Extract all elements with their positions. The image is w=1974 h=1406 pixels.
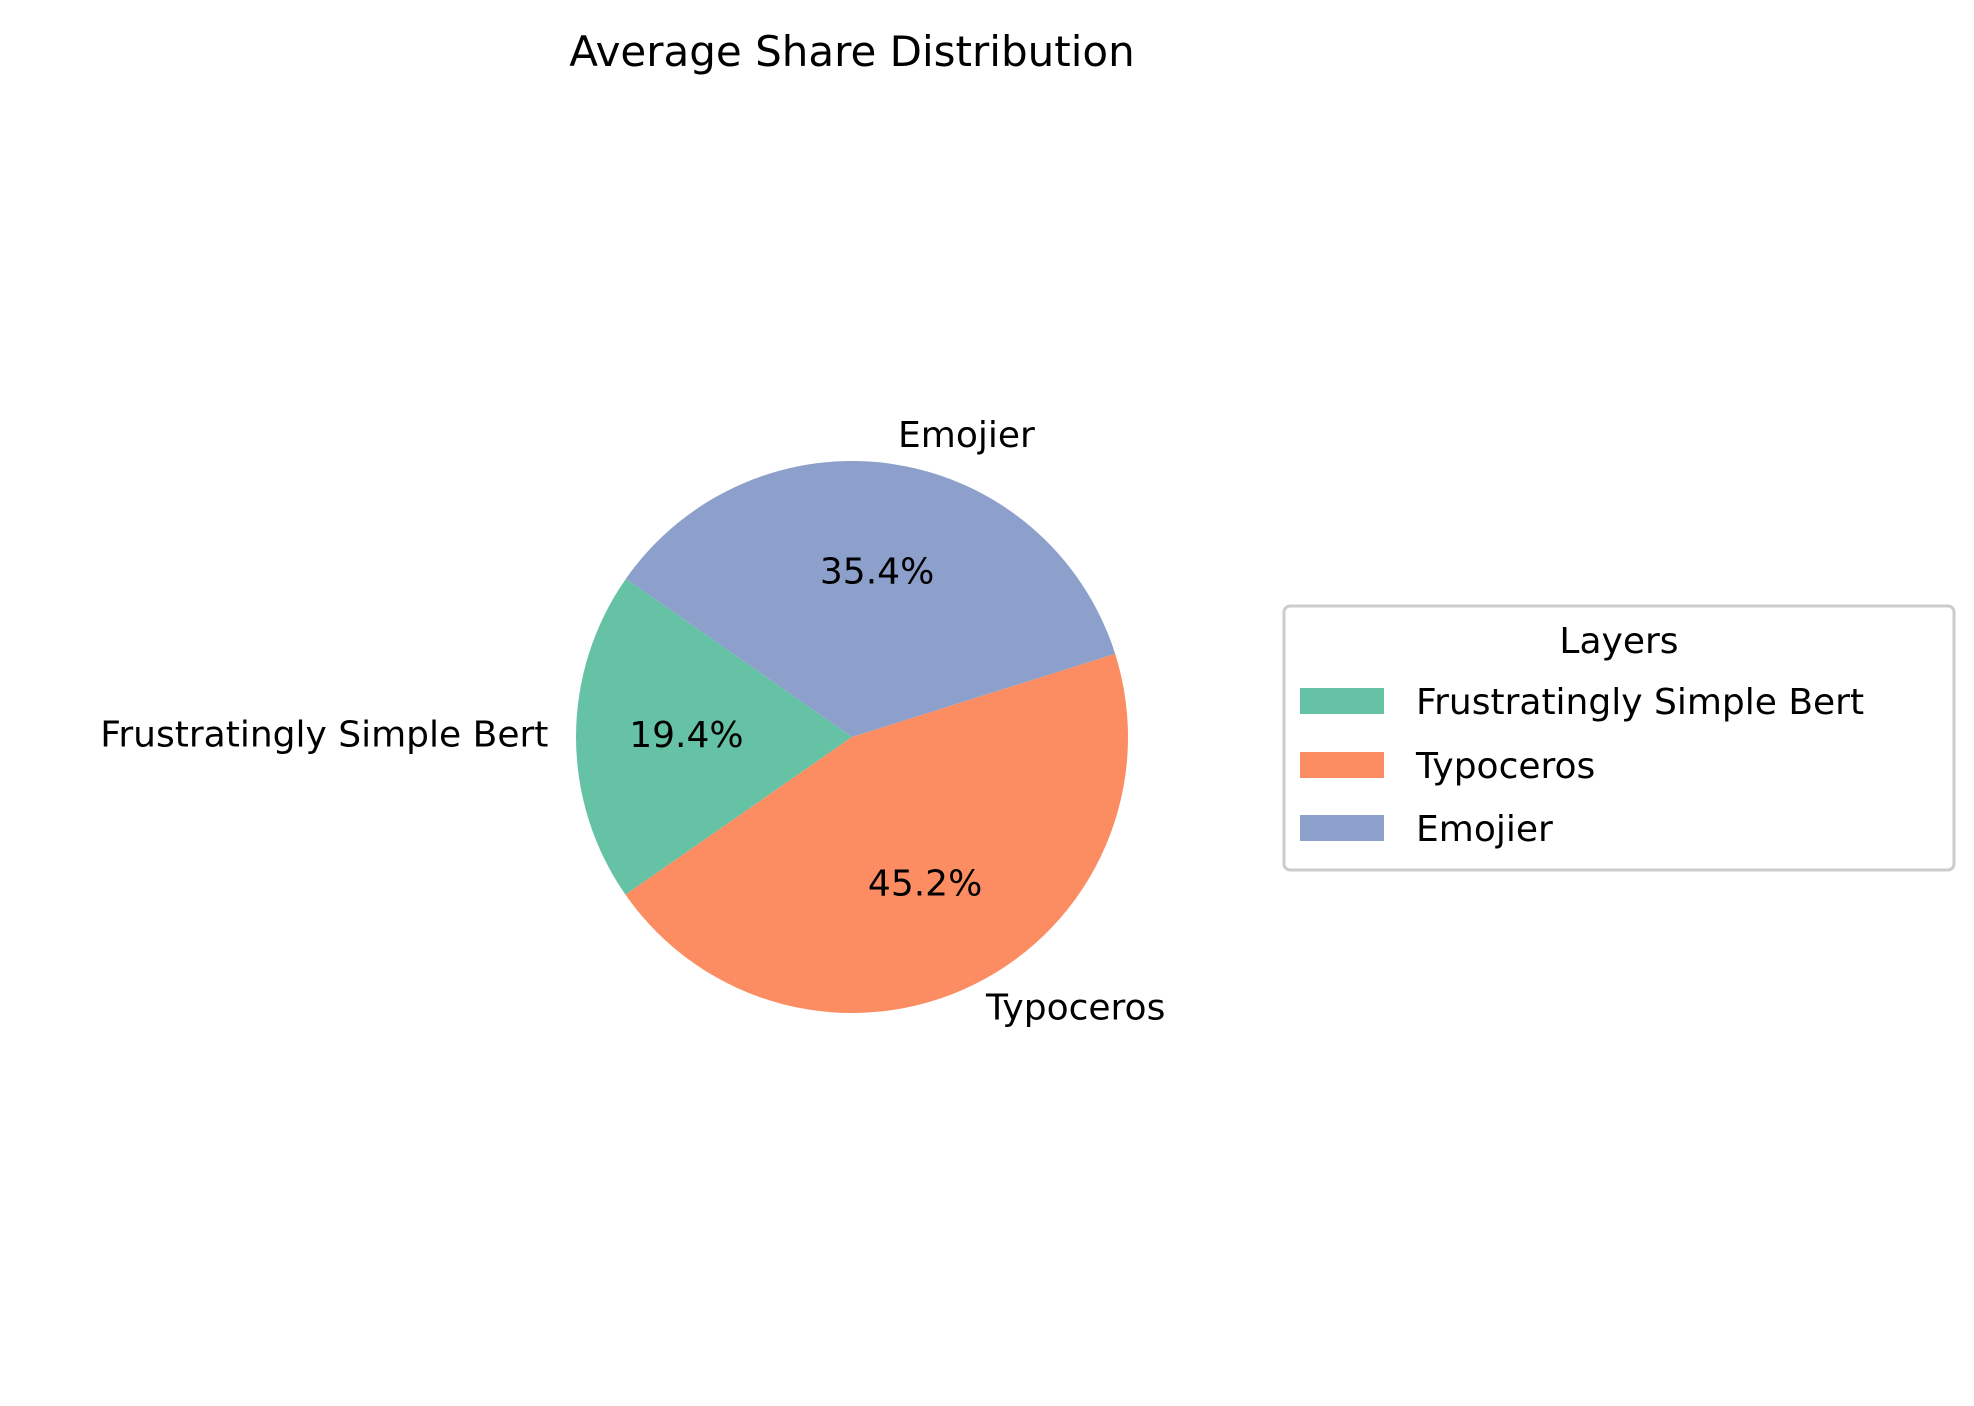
legend-label: Typoceros [1415, 746, 1595, 787]
pie-slice-emojier [625, 461, 1116, 737]
pie-slice-typoceros [625, 653, 1128, 1013]
slice-percent-emojier: 35.4% [820, 551, 934, 592]
legend-label: Frustratingly Simple Bert [1416, 682, 1864, 723]
legend-frame [1282, 604, 1956, 872]
pie-slice-frustratingly-simple-bert [576, 578, 852, 895]
legend-entry-typoceros: Typoceros [1300, 746, 1595, 787]
legend-swatch [1300, 815, 1384, 841]
legend-entry-emojier: Emojier [1300, 809, 1553, 850]
slice-label-emojier: Emojier [898, 415, 1035, 456]
legend-label: Emojier [1416, 809, 1553, 850]
legend-swatch [1300, 752, 1384, 778]
chart-title: Average Share Distribution [569, 27, 1134, 76]
slice-percent-typoceros: 45.2% [868, 864, 982, 905]
pie-labels: Frustratingly Simple Bert 19.4% Typoceros 4… [100, 415, 1165, 1028]
legend-swatch [1300, 688, 1384, 714]
pie-slices [576, 461, 1128, 1013]
slice-label-typoceros: Typoceros [985, 987, 1165, 1028]
slice-label-frustratingly-simple-bert: Frustratingly Simple Bert [100, 715, 548, 756]
legend-entry-frustratingly-simple-bert: Frustratingly Simple Bert [1300, 682, 1864, 723]
legend: Layers Frustratingly Simple Bert Typocer… [1282, 604, 1956, 872]
slice-percent-frustratingly-simple-bert: 19.4% [629, 715, 743, 756]
legend-title: Layers [1559, 621, 1678, 662]
